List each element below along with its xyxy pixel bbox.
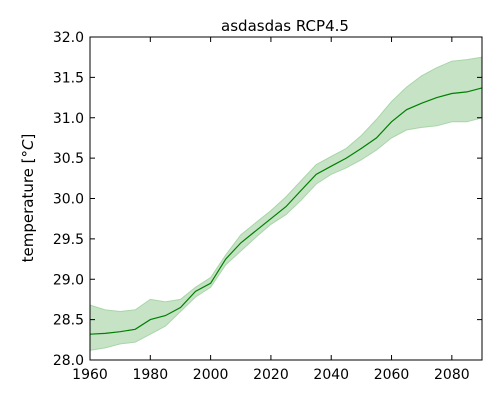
y-tick-label: 28.0	[53, 353, 84, 369]
x-tick-label: 1960	[72, 367, 108, 383]
y-axis-title: temperature [°C]	[19, 134, 37, 263]
y-axis: 28.0 28.5 29.0 29.5 30.0 30.5 31.0 31.5 32.0	[53, 30, 482, 369]
y-axis-title-text: temperature [	[19, 157, 37, 262]
y-tick-label: 31.5	[53, 70, 84, 86]
y-axis-unit: °C	[19, 139, 37, 158]
y-tick-label: 28.5	[53, 313, 84, 329]
y-tick-label: 32.0	[53, 30, 84, 46]
plot-area	[89, 56, 483, 351]
x-axis: 1960 1980 2000 2020 2040 2060 2080	[72, 37, 470, 383]
y-tick-label: 29.5	[53, 232, 84, 248]
x-tick-label: 2040	[313, 367, 349, 383]
y-tick-label: 30.0	[53, 192, 84, 208]
uncertainty-band	[89, 56, 483, 351]
x-tick-label: 2080	[434, 367, 470, 383]
plot-frame	[89, 36, 483, 361]
y-tick-label: 31.0	[53, 111, 84, 127]
chart-title: asdasdas RCP4.5	[221, 17, 349, 35]
x-tick-label: 2060	[374, 367, 410, 383]
x-tick-label: 1980	[132, 367, 168, 383]
y-tick-label: 29.0	[53, 272, 84, 288]
y-axis-title-close: ]	[19, 134, 37, 140]
x-tick-label: 2000	[193, 367, 229, 383]
x-tick-label: 2020	[253, 367, 289, 383]
mean-temperature-line	[89, 87, 483, 335]
y-tick-label: 30.5	[53, 151, 84, 167]
